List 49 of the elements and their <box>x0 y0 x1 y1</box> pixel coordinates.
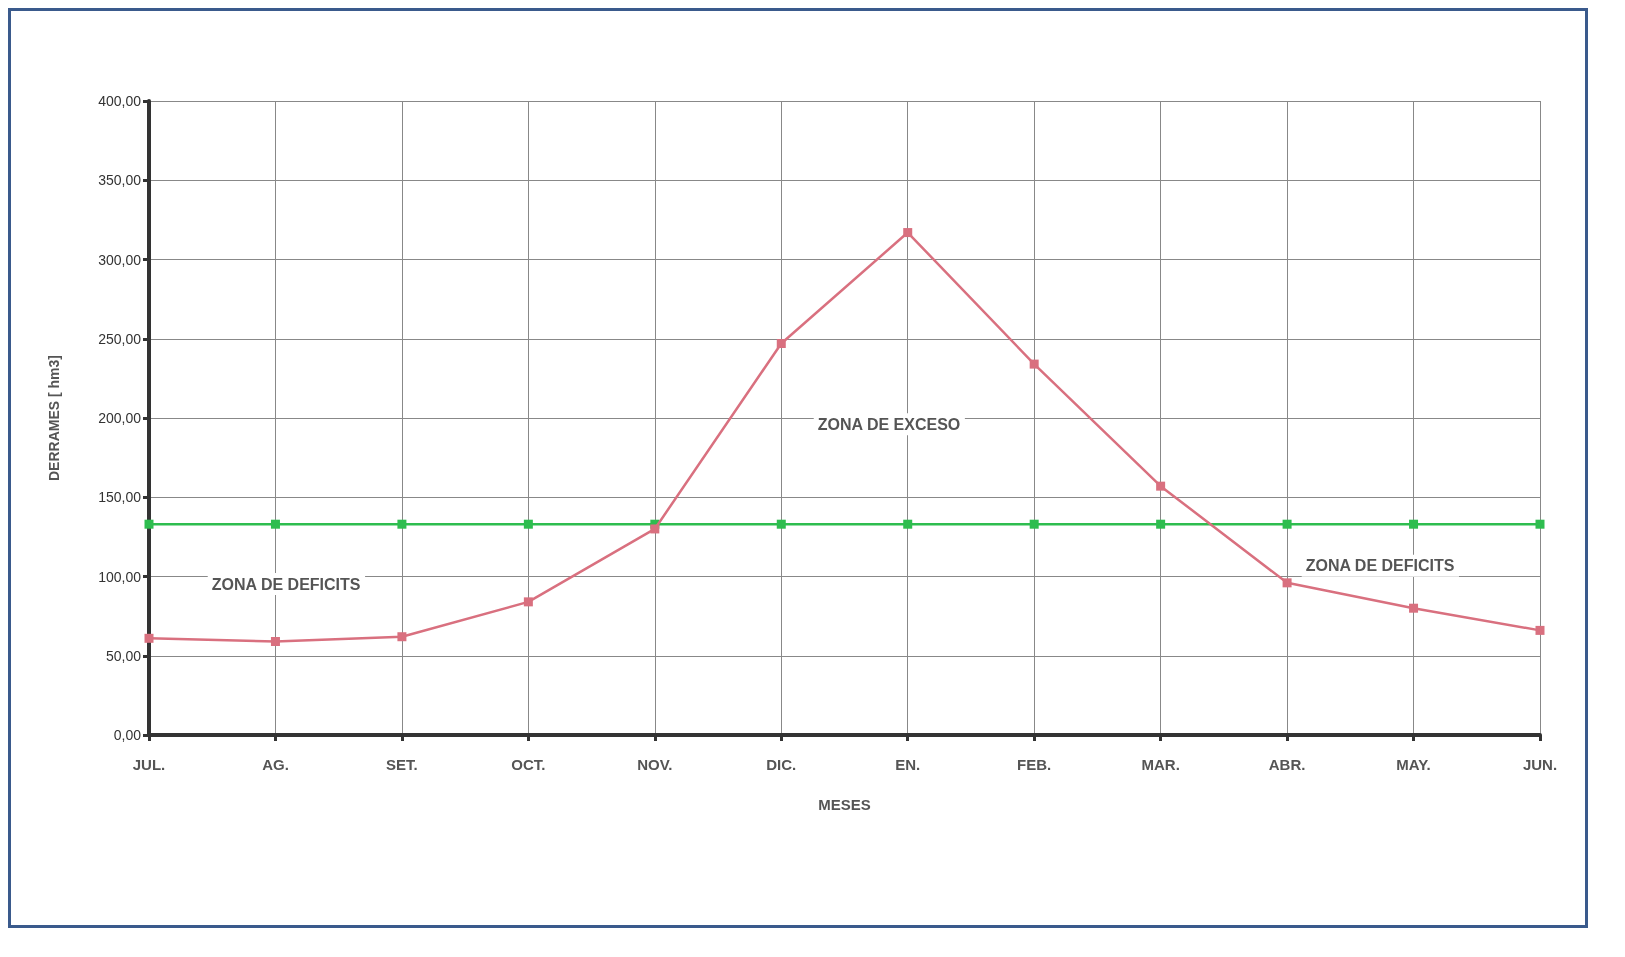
x-tick-label: NOV. <box>637 756 673 773</box>
point <box>1409 519 1419 529</box>
x-tick-label: DIC. <box>766 756 797 773</box>
y-tick-label: 300,00 <box>98 251 142 268</box>
y-tick-label: 250,00 <box>98 330 142 347</box>
point <box>1535 625 1545 635</box>
point <box>1156 481 1166 491</box>
point <box>1029 359 1039 369</box>
point <box>903 228 913 238</box>
point <box>144 633 154 643</box>
y-tick-label: 200,00 <box>98 410 142 426</box>
annotation: ZONA DE DEFICITS <box>1305 557 1455 575</box>
x-tick-label: FEB. <box>1017 756 1052 773</box>
point <box>1156 519 1166 529</box>
point <box>397 519 407 529</box>
x-tick-label: AG. <box>262 756 289 773</box>
point <box>270 636 280 646</box>
point <box>523 519 533 529</box>
point <box>144 519 154 529</box>
annotation: ZONA DE DEFICITS <box>211 575 361 593</box>
point <box>1282 519 1292 529</box>
x-tick-label: MAR. <box>1141 756 1180 773</box>
y-tick-label: 400,00 <box>98 93 142 109</box>
y-axis-title: DERRAMES [ hm3] <box>46 354 62 482</box>
point <box>776 339 786 349</box>
y-tick-label: 50,00 <box>105 647 142 664</box>
point <box>1029 519 1039 529</box>
x-tick-label: SET. <box>386 756 418 773</box>
point <box>903 519 913 529</box>
point <box>776 519 786 529</box>
x-axis-title: MESES <box>818 796 871 813</box>
annotation: ZONA DE EXCESO <box>817 415 961 433</box>
x-tick-label: ABR. <box>1268 756 1306 773</box>
x-tick-label: MAY. <box>1396 756 1431 773</box>
point <box>1282 578 1292 588</box>
point <box>397 632 407 642</box>
y-tick-label: 0,00 <box>113 727 142 743</box>
point <box>650 524 660 534</box>
y-tick-label: 150,00 <box>98 489 142 506</box>
y-tick-label: 100,00 <box>98 568 142 585</box>
point <box>1535 519 1545 529</box>
x-tick-label: OCT. <box>511 756 546 773</box>
y-tick-label: 350,00 <box>98 172 142 189</box>
point <box>523 597 533 607</box>
point <box>1409 603 1419 613</box>
point <box>270 519 280 529</box>
x-tick-label: JUL. <box>132 756 166 773</box>
x-tick-label: JUN. <box>1522 756 1558 773</box>
x-tick-label: EN. <box>895 756 921 773</box>
